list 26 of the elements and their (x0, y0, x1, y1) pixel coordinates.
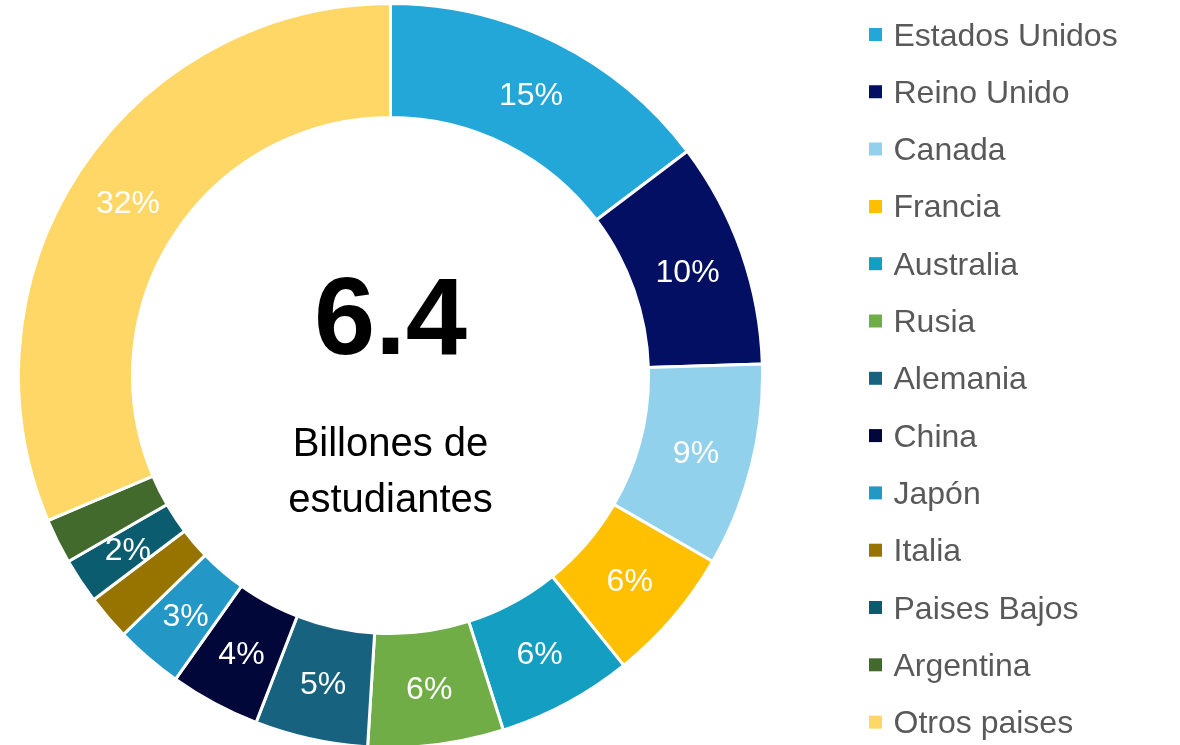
legend-label: Alemania (893, 360, 1028, 397)
legend-label: Reino Unido (893, 73, 1070, 110)
legend-label: Australia (893, 245, 1019, 282)
data-label: 32% (95, 183, 160, 220)
data-label: 6% (516, 635, 563, 672)
legend-label: Paises Bajos (893, 589, 1079, 626)
legend-label: Francia (893, 188, 1001, 225)
legend-label: Japón (893, 474, 981, 511)
legend-label: Italia (893, 532, 962, 569)
text: 6.4 (314, 253, 467, 377)
legend-label: China (893, 417, 978, 454)
legend-label: Canada (893, 131, 1006, 168)
legend-label: Argentina (893, 646, 1031, 683)
legend-label: Otros paises (893, 704, 1074, 741)
data-label: 6% (406, 670, 453, 707)
data-label: 15% (498, 75, 563, 112)
text: Billones de estudiantes (288, 419, 493, 520)
data-label: 2% (104, 531, 152, 568)
data-label: 3% (162, 596, 209, 633)
data-label: 9% (672, 434, 720, 471)
legend-label: Rusia (893, 303, 976, 339)
data-label: 10% (655, 252, 720, 289)
data-label: 6% (606, 562, 653, 599)
legend-label: Estados Unidos (893, 16, 1118, 53)
data-label: 5% (299, 665, 347, 702)
data-label: 4% (218, 635, 265, 672)
